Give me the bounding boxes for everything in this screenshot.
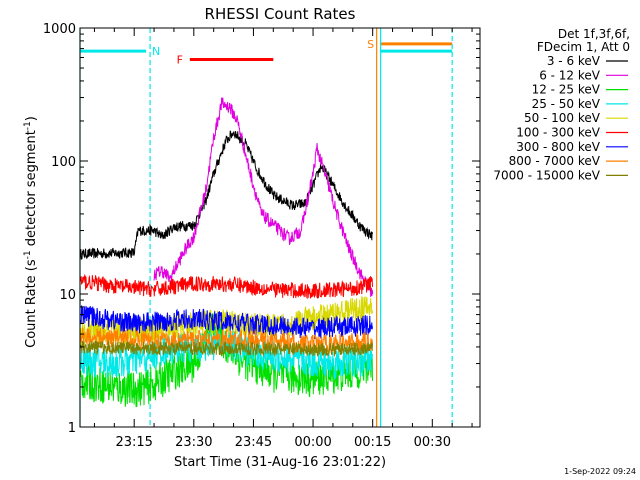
footer-timestamp: 1-Sep-2022 09:24 bbox=[564, 467, 636, 476]
series-line-9 bbox=[79, 339, 373, 358]
flag-label-3: S bbox=[367, 38, 374, 51]
plot-frame bbox=[79, 27, 481, 428]
series-line-7 bbox=[79, 305, 373, 340]
legend-label-1: 3 - 6 keV bbox=[547, 54, 601, 68]
legend-label-8: 800 - 7000 keV bbox=[509, 154, 601, 168]
y-axis-label: Count Rate (s-1 detector segment-1) bbox=[23, 116, 39, 348]
legend-label-3: 12 - 25 keV bbox=[532, 83, 601, 97]
legend-label-9: 7000 - 15000 keV bbox=[493, 168, 600, 182]
legend: Det 1f,3f,6f, FDecim 1, Att 0 3 - 6 keV6… bbox=[493, 27, 630, 182]
y-label-main: Count Rate (s bbox=[24, 259, 39, 348]
y-tick-label-4: 1000 bbox=[43, 22, 76, 37]
legend-header-2: FDecim 1, Att 0 bbox=[537, 40, 630, 54]
y-tick-label-2: 10 bbox=[59, 288, 76, 303]
series-line-4 bbox=[79, 327, 373, 380]
legend-label-4: 25 - 50 keV bbox=[532, 97, 601, 111]
y-label-end: ) bbox=[24, 116, 39, 121]
flag-label-1: N bbox=[152, 45, 160, 58]
x-tick-label-5: 00:15 bbox=[354, 435, 391, 450]
x-tick-label-2: 23:30 bbox=[175, 435, 212, 450]
axis-ticks: 23:15 23:30 23:45 00:00 00:15 00:30 1 10 100 1000 bbox=[43, 22, 480, 450]
legend-label-6: 100 - 300 keV bbox=[516, 126, 600, 140]
series-line-1 bbox=[79, 130, 373, 260]
legend-label-7: 300 - 800 keV bbox=[516, 140, 600, 154]
flag-bars: N S F bbox=[80, 38, 453, 66]
legend-label-2: 6 - 12 keV bbox=[539, 68, 601, 82]
x-tick-label-4: 00:00 bbox=[294, 435, 331, 450]
y-tick-label-3: 100 bbox=[51, 155, 76, 170]
x-tick-label-1: 23:15 bbox=[115, 435, 152, 450]
y-label-sup1: -1 bbox=[23, 250, 33, 259]
series-line-6 bbox=[79, 273, 373, 300]
series-line-2 bbox=[153, 97, 374, 297]
x-tick-label-6: 00:30 bbox=[414, 435, 451, 450]
y-tick-label-1: 1 bbox=[68, 421, 76, 436]
flag-label-4: F bbox=[177, 53, 183, 66]
chart-title: RHESSI Count Rates bbox=[205, 5, 356, 23]
series-lines bbox=[79, 97, 374, 408]
y-label-mid: detector segment bbox=[24, 130, 39, 250]
y-label-sup2: -1 bbox=[23, 121, 33, 130]
x-tick-label-3: 23:45 bbox=[235, 435, 272, 450]
legend-header-1: Det 1f,3f,6f, bbox=[558, 27, 630, 41]
legend-label-5: 50 - 100 keV bbox=[524, 111, 601, 125]
x-axis-label: Start Time (31-Aug-16 23:01:22) bbox=[174, 455, 386, 470]
